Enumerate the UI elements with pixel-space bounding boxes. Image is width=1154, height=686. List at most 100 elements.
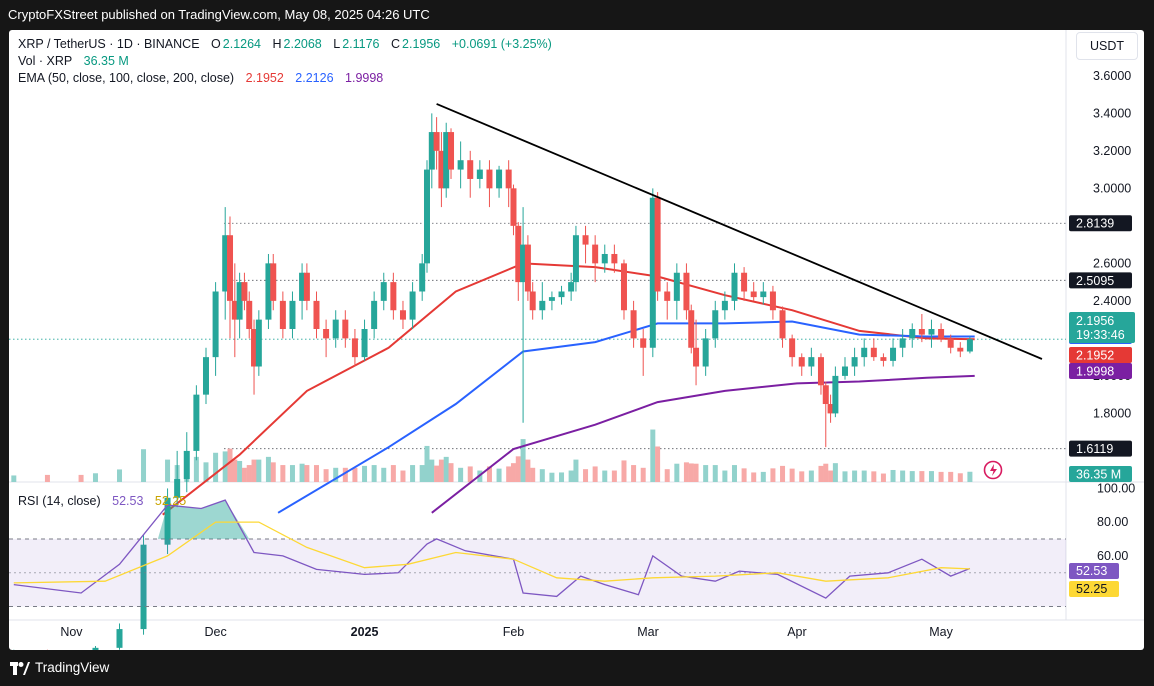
candle-body[interactable] — [880, 357, 887, 361]
candle-body[interactable] — [520, 244, 527, 283]
candle-body[interactable] — [443, 132, 450, 189]
candle-body[interactable] — [548, 297, 555, 301]
chart-card[interactable]: 1.80002.00002.20002.40002.60002.80003.00… — [9, 30, 1144, 650]
candle-body[interactable] — [399, 310, 406, 320]
candle-body[interactable] — [236, 282, 243, 320]
candle-body[interactable] — [899, 338, 906, 348]
candle-body[interactable] — [433, 132, 440, 151]
candle-body[interactable] — [423, 169, 430, 264]
candle-body[interactable] — [890, 347, 897, 361]
candle-body[interactable] — [798, 357, 805, 367]
candle-body[interactable] — [630, 310, 637, 339]
candle-body[interactable] — [938, 329, 945, 339]
candle-body[interactable] — [664, 291, 671, 301]
candle-body[interactable] — [227, 235, 234, 301]
candle-body[interactable] — [202, 357, 209, 395]
candle-body[interactable] — [265, 263, 272, 320]
candle-body[interactable] — [505, 169, 512, 189]
candle-body[interactable] — [390, 282, 397, 311]
candle-body[interactable] — [342, 319, 349, 339]
candle-body[interactable] — [654, 197, 661, 292]
candle-body[interactable] — [841, 366, 848, 376]
candle-body[interactable] — [193, 394, 200, 451]
ema-label[interactable]: EMA (50, close, 100, close, 200, close) — [18, 71, 235, 85]
candle-body[interactable] — [486, 169, 493, 189]
candle-body[interactable] — [241, 282, 248, 301]
candle-body[interactable] — [870, 347, 877, 358]
candle-body[interactable] — [313, 300, 320, 330]
candle-body[interactable] — [457, 160, 464, 170]
candle-body[interactable] — [731, 272, 738, 301]
candle-body[interactable] — [140, 544, 147, 630]
candle-body[interactable] — [817, 357, 824, 386]
candle-body[interactable] — [741, 272, 748, 292]
candle-body[interactable] — [928, 329, 935, 335]
currency-button[interactable]: USDT — [1076, 32, 1138, 60]
rsi-line-rsi-based-ma[interactable] — [13, 521, 970, 584]
candle-body[interactable] — [164, 497, 171, 545]
candle-body[interactable] — [568, 282, 575, 292]
candle-body[interactable] — [510, 188, 517, 226]
candle-body[interactable] — [299, 272, 306, 301]
candle-body[interactable] — [438, 150, 445, 189]
candle-body[interactable] — [592, 244, 599, 264]
candle-body[interactable] — [332, 319, 339, 339]
candle-body[interactable] — [693, 347, 700, 367]
candle-body[interactable] — [966, 339, 973, 352]
candle-body[interactable] — [957, 347, 964, 352]
candle-body[interactable] — [270, 263, 277, 301]
candle-body[interactable] — [827, 404, 834, 414]
candle-body[interactable] — [380, 282, 387, 301]
candle-body[interactable] — [808, 357, 815, 367]
candle-body[interactable] — [673, 272, 680, 301]
candle-body[interactable] — [524, 244, 531, 292]
candle-body[interactable] — [183, 450, 190, 480]
candle-body[interactable] — [851, 357, 858, 367]
candle-body[interactable] — [174, 479, 181, 498]
candle-body[interactable] — [721, 300, 728, 311]
candle-body[interactable] — [750, 291, 757, 298]
candle-body[interactable] — [947, 338, 954, 348]
candle-body[interactable] — [558, 291, 565, 298]
candle-body[interactable] — [688, 310, 695, 348]
candle-body[interactable] — [289, 300, 296, 330]
candle-body[interactable] — [539, 300, 546, 311]
candle-body[interactable] — [255, 319, 262, 367]
ema-line-ema-200[interactable] — [431, 374, 975, 514]
candle-body[interactable] — [323, 329, 330, 339]
candle-body[interactable] — [683, 272, 690, 311]
candle-body[interactable] — [515, 225, 522, 283]
rsi-label[interactable]: RSI (14, close) — [18, 494, 101, 508]
candle-body[interactable] — [909, 329, 916, 339]
candle-body[interactable] — [428, 132, 435, 170]
candle-body[interactable] — [361, 329, 368, 358]
candle-body[interactable] — [246, 300, 253, 330]
candle-body[interactable] — [601, 253, 608, 264]
candle-body[interactable] — [582, 235, 589, 245]
candle-body[interactable] — [419, 263, 426, 292]
candle-body[interactable] — [212, 291, 219, 358]
candle-body[interactable] — [702, 338, 709, 367]
candle-body[interactable] — [476, 169, 483, 179]
candle-body[interactable] — [620, 263, 627, 311]
candle-body[interactable] — [779, 310, 786, 339]
candle-body[interactable] — [861, 347, 868, 358]
candle-body[interactable] — [529, 291, 536, 311]
descending-trendline[interactable] — [436, 103, 1043, 360]
candle-body[interactable] — [409, 291, 416, 320]
candle-body[interactable] — [351, 338, 358, 358]
candle-body[interactable] — [92, 647, 99, 650]
candle-body[interactable] — [640, 338, 647, 348]
ema-line-ema-100[interactable] — [277, 320, 975, 514]
rsi-line-rsi[interactable] — [13, 499, 971, 599]
candle-body[interactable] — [572, 235, 579, 283]
candle-body[interactable] — [611, 253, 618, 264]
candle-body[interactable] — [251, 329, 258, 367]
candle-body[interactable] — [116, 629, 123, 648]
alert-icon-bolt[interactable] — [990, 464, 997, 476]
candle-body[interactable] — [448, 132, 455, 170]
candle-body[interactable] — [712, 310, 719, 339]
candle-body[interactable] — [822, 385, 829, 405]
chart-canvas[interactable]: 1.80002.00002.20002.40002.60002.80003.00… — [9, 30, 1144, 650]
volume-label[interactable]: Vol · XRP — [18, 54, 73, 68]
